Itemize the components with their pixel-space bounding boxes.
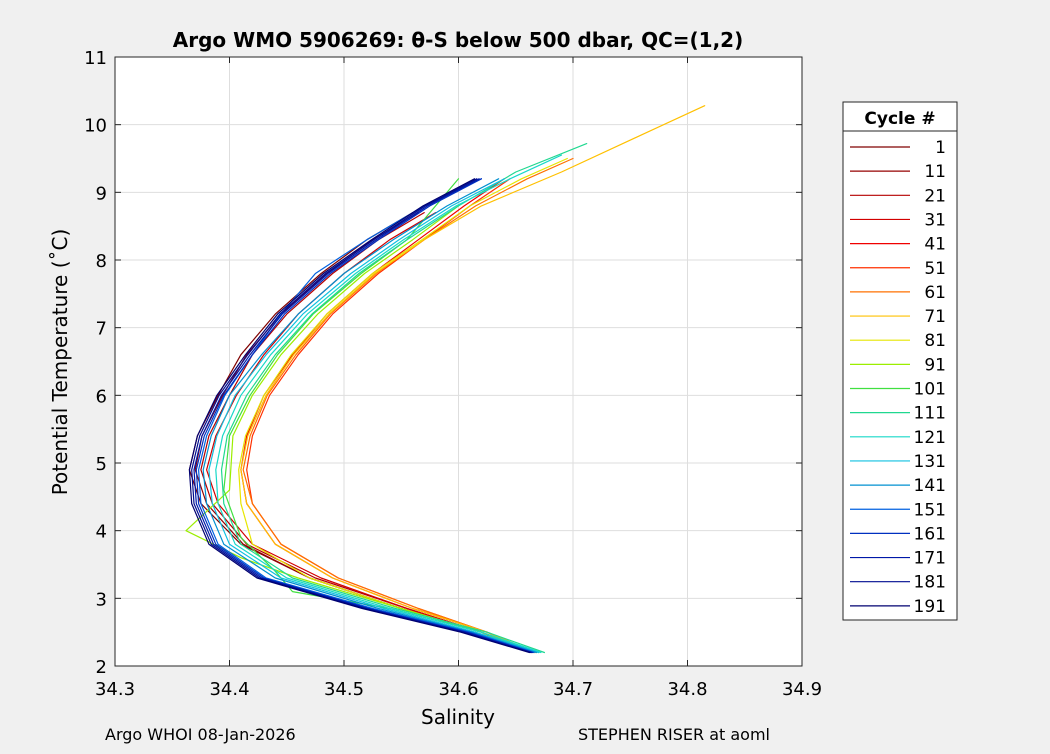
- series-line-cycle-71: [240, 105, 706, 654]
- y-tick-label: 11: [84, 48, 107, 69]
- legend-label-51: 51: [924, 259, 946, 279]
- series-line-cycle-111: [220, 143, 588, 654]
- legend-label-141: 141: [914, 476, 946, 496]
- legend-label-71: 71: [924, 307, 946, 327]
- y-tick-label: 9: [96, 183, 107, 204]
- footer-left: Argo WHOI 08-Jan-2026: [105, 725, 296, 744]
- x-axis-label: Salinity: [421, 705, 495, 729]
- x-tick-label: 34.9: [782, 679, 822, 700]
- y-tick-label: 7: [96, 319, 107, 340]
- legend-label-101: 101: [914, 380, 946, 400]
- series-line-cycle-171: [193, 178, 533, 654]
- legend-label-91: 91: [924, 355, 946, 375]
- series-line-cycle-61: [242, 157, 574, 654]
- legend-label-191: 191: [914, 597, 946, 617]
- legend-label-21: 21: [924, 186, 946, 206]
- legend-label-181: 181: [914, 573, 946, 593]
- legend-label-11: 11: [924, 162, 946, 182]
- series-line-cycle-181: [191, 178, 532, 654]
- series-line-cycle-91: [185, 205, 538, 654]
- legend-label-131: 131: [914, 452, 946, 472]
- legend-label-171: 171: [914, 549, 946, 569]
- legend-label-121: 121: [914, 428, 946, 448]
- axis-ticks: 34.3 34.4 34.5 34.6 34.7 34.8 34.9 2 3 4 5 6 7 8 9 10 11: [84, 48, 822, 700]
- legend-items: 1112131415161718191101111121131141151161…: [850, 138, 946, 617]
- series-line-cycle-141: [202, 178, 538, 654]
- x-tick-label: 34.7: [553, 679, 593, 700]
- y-tick-label: 3: [96, 589, 107, 610]
- series-line-cycle-191: [188, 178, 531, 654]
- series-line-cycle-121: [215, 154, 563, 654]
- x-tick-label: 34.6: [438, 679, 478, 700]
- y-tick-label: 2: [96, 657, 107, 678]
- legend-label-31: 31: [924, 210, 946, 230]
- legend-label-61: 61: [924, 283, 946, 303]
- x-tick-label: 34.8: [667, 679, 707, 700]
- legend-label-151: 151: [914, 500, 946, 520]
- legend-label-111: 111: [914, 404, 946, 424]
- y-tick-label: 4: [96, 522, 107, 543]
- y-tick-label: 5: [96, 454, 107, 475]
- legend-label-81: 81: [924, 331, 946, 351]
- footer-right: STEPHEN RISER at aoml: [578, 725, 770, 744]
- y-tick-label: 6: [96, 386, 107, 407]
- series-lines: [185, 105, 706, 654]
- x-tick-label: 34.5: [324, 679, 364, 700]
- series-line-cycle-151: [198, 178, 535, 654]
- series-line-cycle-81: [238, 157, 568, 654]
- x-tick-label: 34.4: [209, 679, 249, 700]
- y-tick-label: 10: [84, 116, 107, 137]
- legend-label-41: 41: [924, 235, 946, 255]
- x-tick-label: 34.3: [95, 679, 135, 700]
- y-tick-label: 8: [96, 251, 107, 272]
- legend: Cycle # 11121314151617181911011111211311…: [842, 101, 958, 621]
- series-line-cycle-131: [208, 178, 540, 654]
- legend-label-1: 1: [935, 138, 946, 158]
- legend-title: Cycle #: [864, 109, 935, 129]
- series-line-cycle-161: [195, 178, 534, 654]
- legend-label-161: 161: [914, 524, 946, 544]
- chart-title: Argo WMO 5906269: θ-S below 500 dbar, QC…: [173, 28, 743, 52]
- y-axis-label: Potential Temperature (˚C): [48, 229, 72, 496]
